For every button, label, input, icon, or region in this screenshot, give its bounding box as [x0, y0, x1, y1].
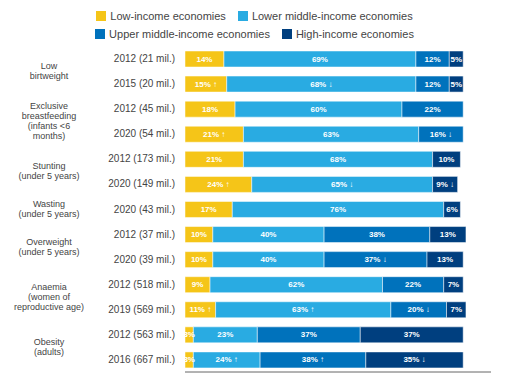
svg-text:60%: 60% [311, 105, 327, 114]
svg-text:40%: 40% [260, 255, 276, 264]
svg-text:37% ↓: 37% ↓ [364, 255, 386, 264]
svg-text:2012 (563 mil.): 2012 (563 mil.) [108, 329, 175, 340]
svg-text:12%: 12% [425, 80, 441, 89]
svg-text:10%: 10% [191, 230, 207, 239]
svg-text:Obesity(adults): Obesity(adults) [34, 337, 65, 357]
svg-text:65% ↓: 65% ↓ [331, 180, 353, 189]
svg-text:9%: 9% [192, 280, 204, 289]
svg-text:2012 (45 mil.): 2012 (45 mil.) [114, 103, 175, 114]
svg-text:38%: 38% [369, 230, 385, 239]
svg-text:2020 (54 mil.): 2020 (54 mil.) [114, 128, 175, 139]
svg-text:21% ↑: 21% ↑ [203, 130, 225, 139]
svg-text:69%: 69% [312, 55, 328, 64]
svg-text:17%: 17% [201, 205, 217, 214]
svg-text:38% ↑: 38% ↑ [302, 355, 324, 364]
svg-text:63%: 63% [323, 130, 339, 139]
svg-text:37%: 37% [301, 330, 317, 339]
svg-text:24% ↑: 24% ↑ [216, 355, 238, 364]
svg-text:24% ↑: 24% ↑ [207, 180, 229, 189]
svg-text:2020 (43 mil.): 2020 (43 mil.) [114, 204, 175, 215]
svg-text:76%: 76% [330, 205, 346, 214]
svg-text:10%: 10% [438, 155, 454, 164]
svg-text:68%: 68% [330, 155, 346, 164]
svg-text:2019 (569 mil.): 2019 (569 mil.) [108, 304, 175, 315]
svg-text:Exclusivebreastfeeding(infants: Exclusivebreastfeeding(infants <6months) [22, 101, 77, 141]
svg-text:2016 (667 mil.): 2016 (667 mil.) [108, 354, 175, 365]
svg-text:9% ↓: 9% ↓ [436, 180, 454, 189]
svg-text:2012 (37 mil.): 2012 (37 mil.) [114, 229, 175, 240]
html-text:Upper middle-income economies: Upper middle-income economies [109, 28, 270, 40]
svg-text:40%: 40% [260, 230, 276, 239]
svg-text:2012 (21 mil.): 2012 (21 mil.) [114, 53, 175, 64]
svg-text:7%: 7% [448, 280, 460, 289]
svg-text:Overweight(under 5 years): Overweight(under 5 years) [18, 237, 79, 257]
svg-text:6%: 6% [446, 205, 458, 214]
svg-text:2020 (149 mil.): 2020 (149 mil.) [108, 178, 175, 189]
svg-text:16% ↓: 16% ↓ [430, 130, 452, 139]
svg-text:7%: 7% [450, 305, 462, 314]
svg-text:5%: 5% [450, 55, 462, 64]
svg-text:2012 (518 mil.): 2012 (518 mil.) [108, 279, 175, 290]
svg-text:13%: 13% [440, 230, 456, 239]
svg-text:22%: 22% [425, 105, 441, 114]
html-text:High-income economies: High-income economies [295, 28, 414, 40]
svg-text:63% ↑: 63% ↑ [292, 305, 314, 314]
svg-text:11% ↑: 11% ↑ [189, 305, 211, 314]
svg-text:2020 (39 mil.): 2020 (39 mil.) [114, 254, 175, 265]
svg-text:12%: 12% [425, 55, 441, 64]
svg-text:2012 (173 mil.): 2012 (173 mil.) [108, 153, 175, 164]
svg-text:22%: 22% [405, 280, 421, 289]
svg-text:15% ↑: 15% ↑ [195, 80, 217, 89]
svg-text:3%: 3% [183, 355, 195, 364]
svg-text:10%: 10% [191, 255, 207, 264]
svg-text:21%: 21% [206, 155, 222, 164]
svg-text:Lowbirtweight: Lowbirtweight [30, 61, 69, 81]
svg-text:13%: 13% [437, 255, 453, 264]
svg-text:Anaemia(women ofreproductive a: Anaemia(women ofreproductive age) [14, 282, 84, 312]
svg-text:Stunting(under 5 years): Stunting(under 5 years) [18, 161, 79, 181]
svg-text:3%: 3% [183, 330, 195, 339]
svg-text:35% ↓: 35% ↓ [403, 355, 425, 364]
svg-text:37%: 37% [404, 330, 420, 339]
svg-text:2015 (20 mil.): 2015 (20 mil.) [114, 78, 175, 89]
svg-text:23%: 23% [217, 330, 233, 339]
svg-text:68% ↓: 68% ↓ [310, 80, 332, 89]
svg-text:14%: 14% [196, 55, 212, 64]
html-text:Lower middle-income economies: Lower middle-income economies [251, 10, 413, 22]
svg-text:18%: 18% [202, 105, 218, 114]
svg-text:Wasting(under 5 years): Wasting(under 5 years) [18, 199, 79, 219]
svg-text:20% ↓: 20% ↓ [408, 305, 430, 314]
svg-text:62%: 62% [288, 280, 304, 289]
html-text:Low-income economies: Low-income economies [110, 10, 226, 22]
svg-text:5%: 5% [450, 80, 462, 89]
